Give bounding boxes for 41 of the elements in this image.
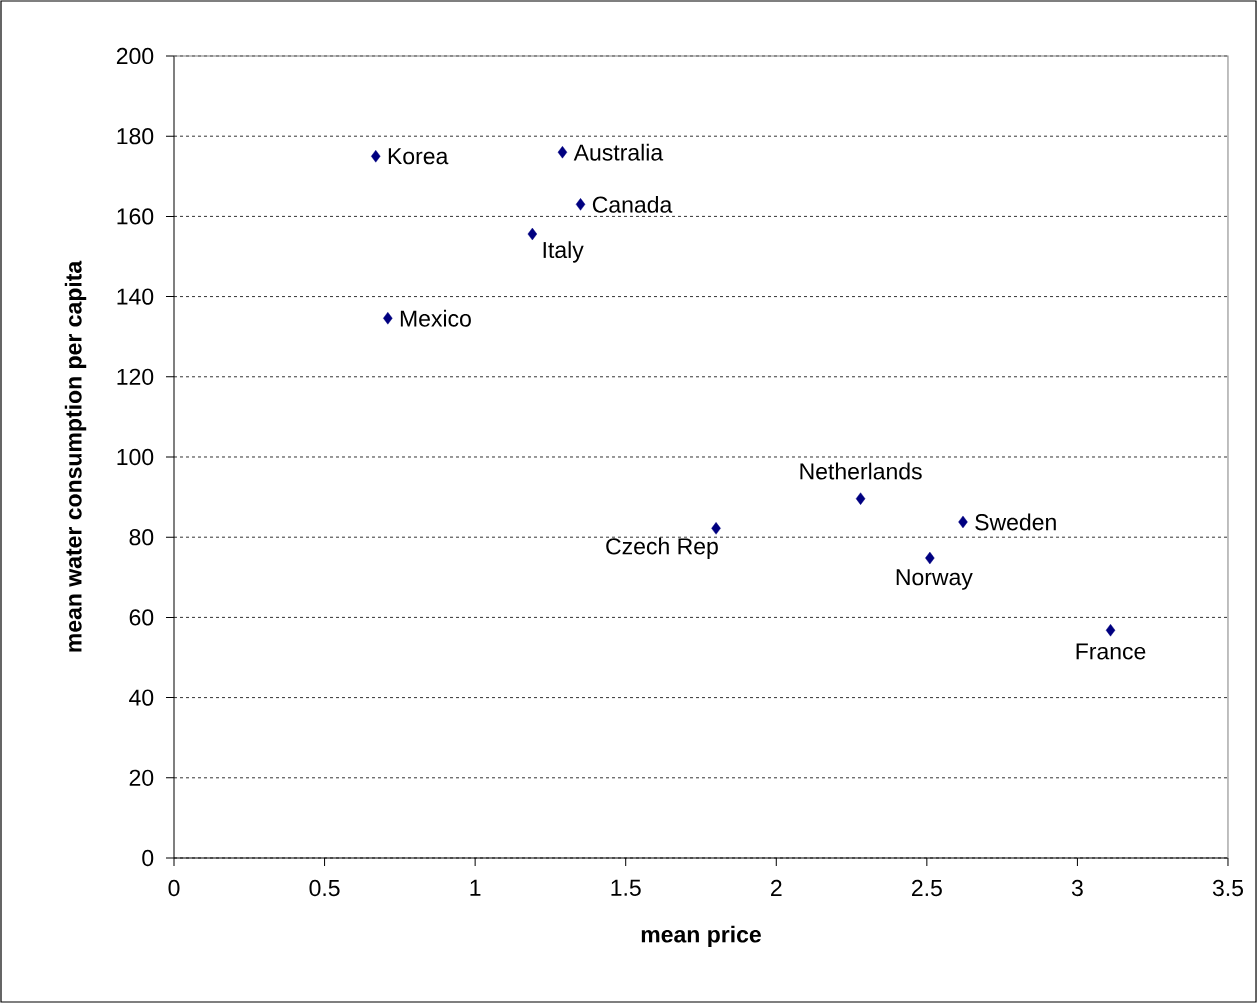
point: [925, 551, 935, 565]
y-tick-label: 160: [117, 208, 154, 225]
point: [383, 312, 393, 325]
point: [575, 198, 586, 211]
y-tick-label: 40: [129, 689, 154, 706]
annotation: France: [1076, 643, 1146, 660]
point: [371, 150, 381, 163]
annotation: Australia: [573, 143, 664, 161]
y-axis-title: mean water consumption per capita: [64, 260, 87, 652]
y-tick-label: 120: [117, 368, 154, 385]
annotation: Mexico: [400, 309, 471, 327]
annotation: Korea: [388, 148, 449, 165]
annotation: Canada: [592, 195, 673, 213]
point: [855, 492, 866, 505]
point: [958, 515, 968, 529]
annotation: Norway: [896, 569, 973, 590]
point: [1105, 624, 1116, 637]
point: [557, 146, 568, 159]
annotation: Netherlands: [800, 462, 922, 480]
point: [711, 522, 721, 535]
x-tick-label: 0.5: [309, 879, 340, 897]
annotation: Czech Rep: [606, 537, 718, 560]
y-tick-label: 180: [117, 128, 154, 145]
y-tick-label: 60: [129, 609, 154, 626]
y-tick-label: 200: [116, 47, 154, 65]
y-tick-label: 20: [129, 769, 154, 786]
annotation: Sweden: [975, 513, 1056, 531]
x-tick-label: 3: [1071, 879, 1083, 897]
annotation: Italy: [543, 241, 584, 263]
point: [527, 227, 538, 241]
x-tick-label: 0: [168, 879, 180, 897]
x-tick-label: 2: [771, 879, 782, 896]
x-tick-label: 3.5: [1212, 879, 1243, 897]
y-tick-label: 100: [117, 448, 154, 466]
y-tick-label: 80: [129, 529, 154, 546]
x-tick-label: 1.5: [611, 879, 641, 896]
y-tick-label: 0: [142, 849, 154, 867]
x-tick-label: 2.5: [912, 879, 942, 897]
x-tick-label: 1: [470, 879, 481, 896]
y-tick-label: 140: [117, 288, 154, 305]
x-axis-title: mean price: [641, 925, 761, 948]
